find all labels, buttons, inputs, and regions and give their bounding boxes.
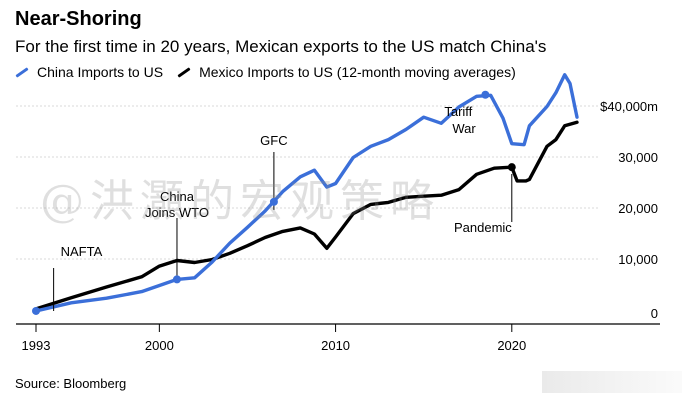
annotation-label: Joins WTO	[145, 205, 209, 220]
data-point-marker	[507, 163, 516, 172]
legend-label-mexico: Mexico Imports to US (12-month moving av…	[199, 64, 516, 80]
y-tick-label: 10,000	[618, 252, 658, 267]
legend-item-china: China Imports to US	[15, 64, 163, 80]
mexico-imports-line	[34, 120, 579, 311]
annotation-label: China	[160, 189, 195, 204]
corner-watermark	[542, 371, 682, 393]
y-tick-label: 0	[651, 306, 658, 321]
annotation-label: War	[452, 121, 476, 136]
y-tick-label: 30,000	[618, 150, 658, 165]
legend-label-china: China Imports to US	[37, 64, 164, 80]
chart-legend: China Imports to US Mexico Imports to US…	[15, 64, 530, 80]
china-imports-line	[34, 73, 579, 313]
source-note: Source: Bloomberg	[15, 376, 127, 391]
annotation-label: GFC	[260, 133, 287, 148]
data-point-marker	[481, 90, 490, 99]
x-tick-label: 2000	[145, 338, 174, 353]
data-point-marker	[172, 275, 181, 284]
chart-subtitle: For the first time in 20 years, Mexican …	[15, 37, 547, 56]
chart-title: Near-Shoring	[15, 8, 142, 30]
legend-item-mexico: Mexico Imports to US (12-month moving av…	[177, 64, 516, 80]
x-tick-label: 1993	[22, 338, 51, 353]
data-point-marker	[269, 197, 278, 206]
x-tick-label: 2010	[321, 338, 350, 353]
annotation-label: Pandemic	[454, 220, 512, 235]
annotation-label: NAFTA	[61, 244, 103, 259]
y-tick-label: $40,000m	[600, 99, 658, 114]
annotation-label: Tariff	[444, 104, 472, 119]
x-tick-label: 2020	[497, 338, 526, 353]
data-point-marker	[32, 306, 40, 315]
y-tick-label: 20,000	[618, 201, 658, 216]
